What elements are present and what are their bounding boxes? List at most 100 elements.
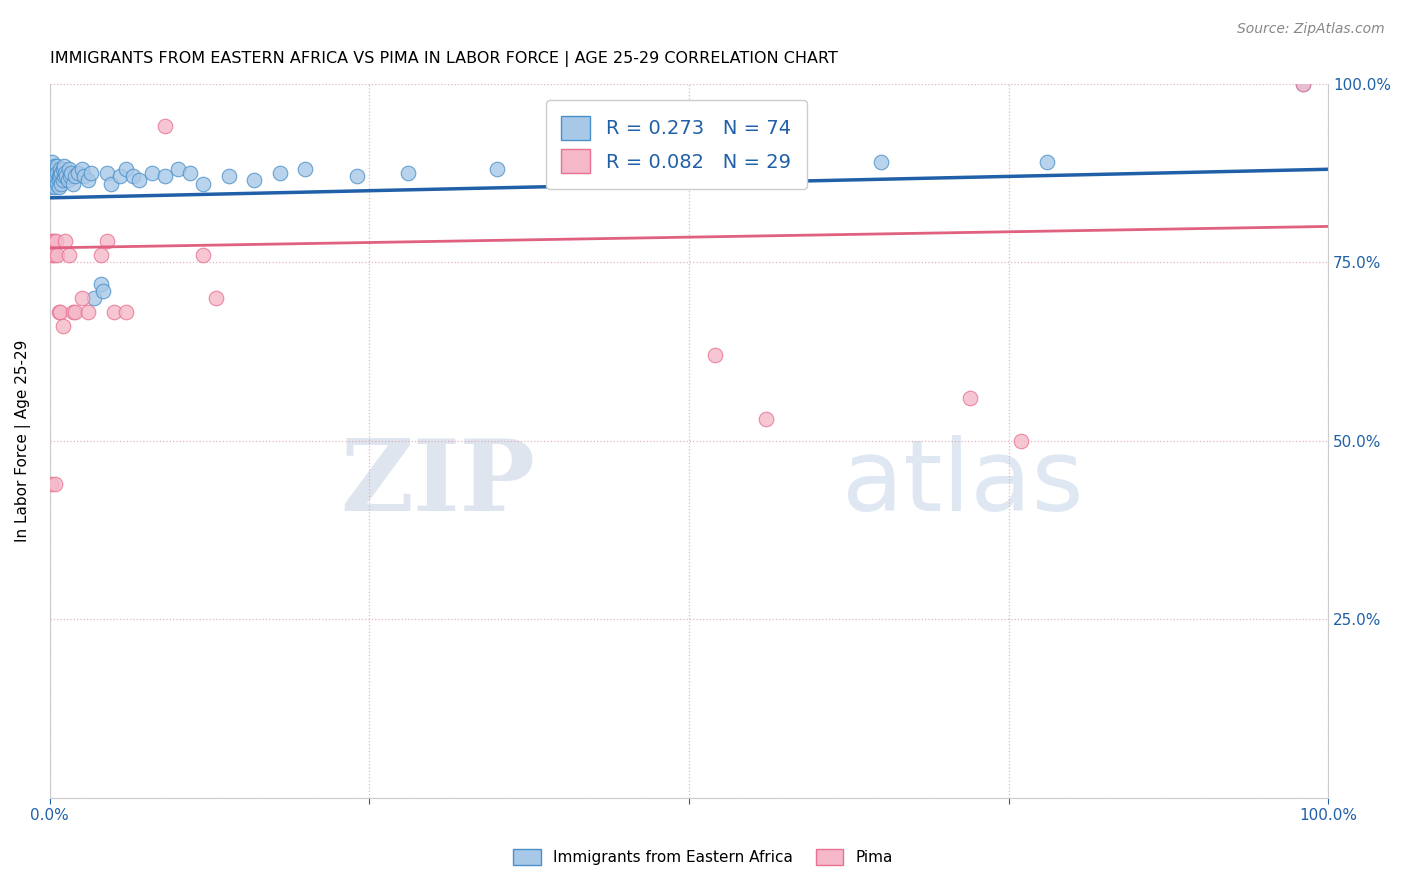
Point <box>869 155 891 169</box>
Point <box>65 305 87 319</box>
Point <box>205 291 228 305</box>
Point <box>77 173 100 187</box>
Point <box>703 348 725 362</box>
Point <box>42 162 65 177</box>
Point <box>49 305 72 319</box>
Point <box>93 284 115 298</box>
Point <box>44 476 66 491</box>
Point <box>60 166 83 180</box>
Point <box>77 305 100 319</box>
Point <box>45 173 67 187</box>
Point <box>44 169 66 184</box>
Point <box>45 169 67 184</box>
Point <box>56 173 79 187</box>
Point <box>41 248 63 262</box>
Text: Source: ZipAtlas.com: Source: ZipAtlas.com <box>1237 22 1385 37</box>
Point <box>90 277 112 291</box>
Point <box>53 234 76 248</box>
Point <box>100 177 122 191</box>
Point <box>51 166 73 180</box>
Point <box>46 159 69 173</box>
Point <box>83 291 105 305</box>
Point <box>115 305 138 319</box>
Point <box>79 166 101 180</box>
Point <box>179 166 201 180</box>
Point <box>243 173 266 187</box>
Point <box>294 162 316 177</box>
Point <box>121 169 143 184</box>
Point <box>62 305 84 319</box>
Point <box>575 159 598 173</box>
Point <box>51 173 73 187</box>
Text: ZIP: ZIP <box>340 435 536 533</box>
Point <box>39 162 62 177</box>
Point <box>39 177 62 191</box>
Point <box>42 177 65 191</box>
Point <box>1036 155 1059 169</box>
Point <box>58 162 80 177</box>
Point <box>44 177 66 191</box>
Point <box>1010 434 1032 448</box>
Point <box>269 166 291 180</box>
Y-axis label: In Labor Force | Age 25-29: In Labor Force | Age 25-29 <box>15 340 31 542</box>
Point <box>41 159 63 173</box>
Point <box>62 177 84 191</box>
Text: atlas: atlas <box>842 435 1084 533</box>
Point <box>45 166 67 180</box>
Point <box>115 162 138 177</box>
Point <box>46 177 69 191</box>
Point <box>41 166 63 180</box>
Point <box>141 166 163 180</box>
Point <box>70 291 93 305</box>
Point <box>42 248 65 262</box>
Point <box>42 173 65 187</box>
Point <box>51 319 73 334</box>
Point <box>755 412 778 426</box>
Point <box>191 248 214 262</box>
Point <box>49 162 72 177</box>
Point <box>51 177 73 191</box>
Point <box>59 169 82 184</box>
Point <box>65 169 87 184</box>
Point <box>44 180 66 194</box>
Point <box>51 162 73 177</box>
Text: IMMIGRANTS FROM EASTERN AFRICA VS PIMA IN LABOR FORCE | AGE 25-29 CORRELATION CH: IMMIGRANTS FROM EASTERN AFRICA VS PIMA I… <box>49 51 838 67</box>
Point <box>52 169 75 184</box>
Point <box>346 169 368 184</box>
Point <box>218 169 240 184</box>
Point <box>55 169 77 184</box>
Point <box>959 391 981 405</box>
Point <box>42 169 65 184</box>
Point <box>48 169 70 184</box>
Point <box>52 159 75 173</box>
Point <box>58 248 80 262</box>
Point <box>46 248 69 262</box>
Point <box>486 162 509 177</box>
Legend: R = 0.273   N = 74, R = 0.082   N = 29: R = 0.273 N = 74, R = 0.082 N = 29 <box>546 101 807 189</box>
Point <box>48 173 70 187</box>
Point <box>741 162 763 177</box>
Point <box>1291 77 1313 91</box>
Point <box>39 476 62 491</box>
Point <box>41 180 63 194</box>
Point <box>46 166 69 180</box>
Point <box>45 162 67 177</box>
Point <box>396 166 419 180</box>
Point <box>191 177 214 191</box>
Point <box>96 166 118 180</box>
Point <box>39 169 62 184</box>
Point <box>108 169 131 184</box>
Point <box>66 166 89 180</box>
Point <box>48 180 70 194</box>
Point <box>44 159 66 173</box>
Point <box>90 248 112 262</box>
Point <box>166 162 188 177</box>
Point <box>73 169 96 184</box>
Point <box>48 305 70 319</box>
Point <box>53 166 76 180</box>
Point <box>153 169 176 184</box>
Point <box>41 173 63 187</box>
Point <box>1291 77 1313 91</box>
Point <box>128 173 150 187</box>
Point <box>45 234 67 248</box>
